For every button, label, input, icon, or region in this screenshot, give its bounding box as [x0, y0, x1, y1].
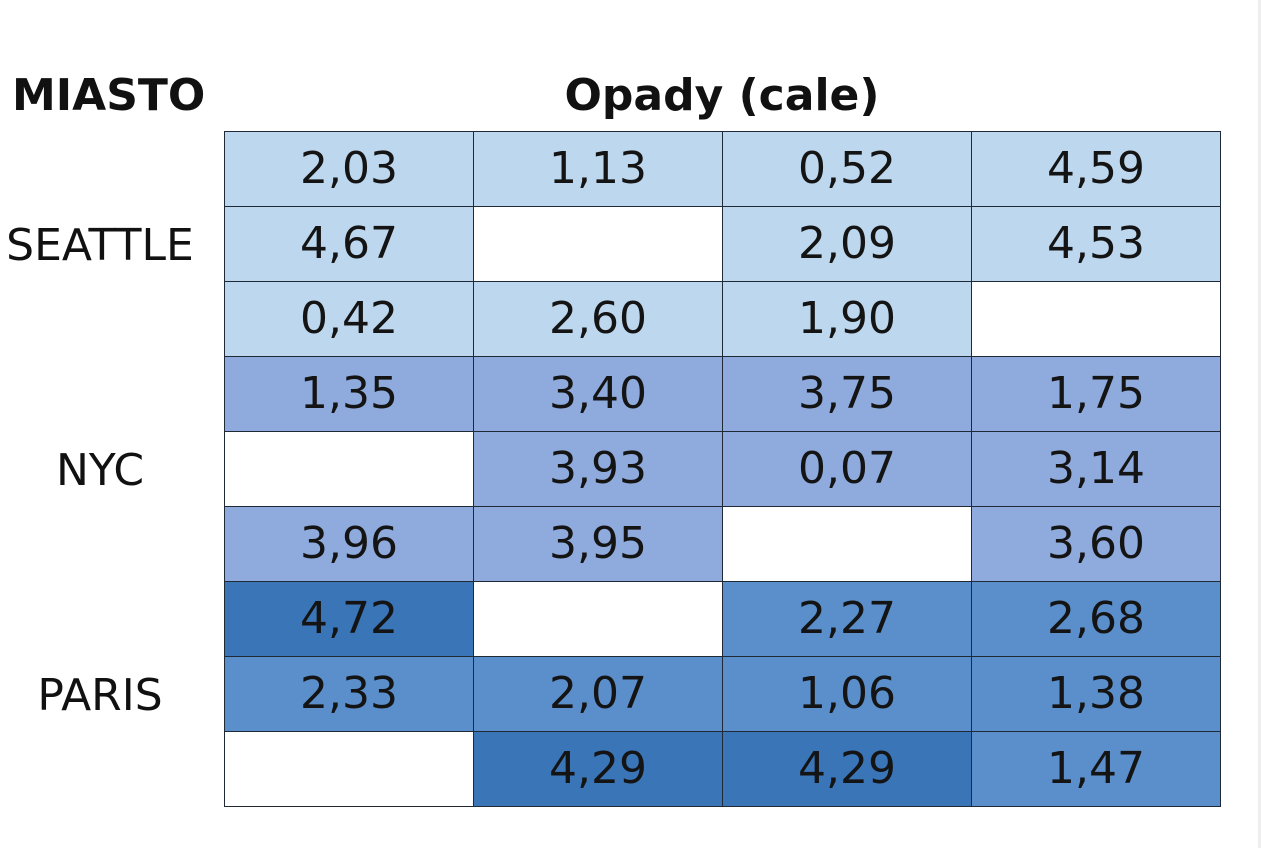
- table-cell-paris-r2-c4: 1,38: [971, 656, 1221, 732]
- precipitation-column-header: Opady (cale): [564, 70, 880, 121]
- table-cell-nyc-r2-c4: 3,14: [971, 431, 1221, 507]
- table-cell-seattle-r3-c2: 2,60: [473, 281, 723, 357]
- table-cell-nyc-r3-c4: 3,60: [971, 506, 1221, 582]
- table-cell-seattle-r2-c3: 2,09: [722, 206, 972, 282]
- table-cell-paris-r1-c3: 2,27: [722, 581, 972, 657]
- table-cell-nyc-r1-c3: 3,75: [722, 356, 972, 432]
- table-cell-paris-r2-c2: 2,07: [473, 656, 723, 732]
- table-cell-nyc-r3-c3: [722, 506, 972, 582]
- table-cell-paris-r2-c3: 1,06: [722, 656, 972, 732]
- table-cell-seattle-r3-c4: [971, 281, 1221, 357]
- city-label-paris: PARIS: [37, 670, 163, 721]
- table-cell-paris-r3-c2: 4,29: [473, 731, 723, 807]
- table-cell-seattle-r2-c2: [473, 206, 723, 282]
- city-label-nyc: NYC: [55, 445, 145, 496]
- table-cell-paris-r3-c3: 4,29: [722, 731, 972, 807]
- table-cell-nyc-r2-c1: [224, 431, 474, 507]
- table-cell-seattle-r1-c2: 1,13: [473, 131, 723, 207]
- table-cell-seattle-r2-c1: 4,67: [224, 206, 474, 282]
- table-cell-paris-r1-c2: [473, 581, 723, 657]
- table-cell-nyc-r1-c4: 1,75: [971, 356, 1221, 432]
- table-cell-paris-r1-c1: 4,72: [224, 581, 474, 657]
- table-cell-nyc-r2-c3: 0,07: [722, 431, 972, 507]
- table-cell-paris-r3-c1: [224, 731, 474, 807]
- table-cell-seattle-r1-c1: 2,03: [224, 131, 474, 207]
- table-cell-nyc-r3-c1: 3,96: [224, 506, 474, 582]
- table-cell-seattle-r1-c3: 0,52: [722, 131, 972, 207]
- table-cell-paris-r2-c1: 2,33: [224, 656, 474, 732]
- table-cell-seattle-r3-c1: 0,42: [224, 281, 474, 357]
- table-cell-nyc-r1-c2: 3,40: [473, 356, 723, 432]
- table-cell-seattle-r2-c4: 4,53: [971, 206, 1221, 282]
- window-edge: [1258, 0, 1261, 848]
- table-cell-nyc-r1-c1: 1,35: [224, 356, 474, 432]
- table-cell-seattle-r1-c4: 4,59: [971, 131, 1221, 207]
- table-cell-nyc-r2-c2: 3,93: [473, 431, 723, 507]
- table-cell-paris-r1-c4: 2,68: [971, 581, 1221, 657]
- city-column-header: MIASTO: [12, 70, 206, 121]
- table-cell-seattle-r3-c3: 1,90: [722, 281, 972, 357]
- table-cell-paris-r3-c4: 1,47: [971, 731, 1221, 807]
- table-cell-nyc-r3-c2: 3,95: [473, 506, 723, 582]
- city-label-seattle: SEATTLE: [6, 220, 194, 271]
